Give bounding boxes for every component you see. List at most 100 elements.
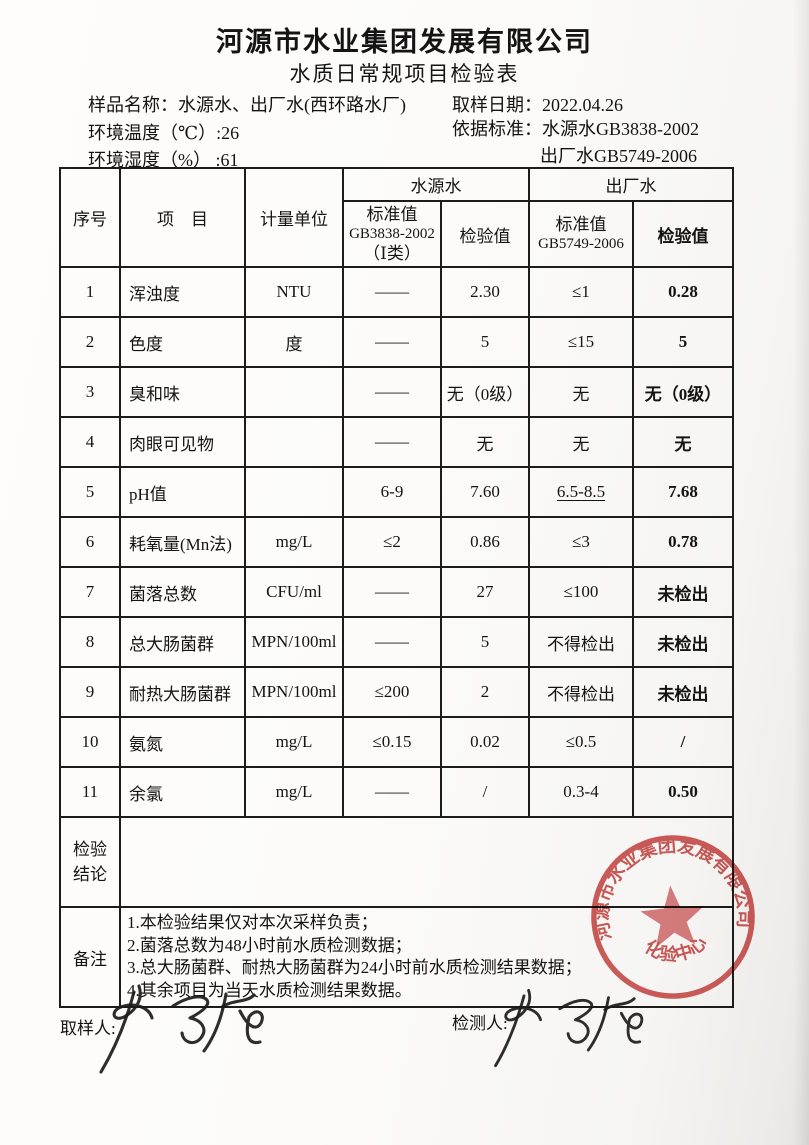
cell-finished-standard: 6.5-8.5 — [528, 466, 634, 518]
table-row: 5 pH值 6-9 7.60 6.5-8.5 7.68 — [59, 466, 734, 518]
cell-source-value: 5 — [440, 316, 530, 368]
table-row: 9 耐热大肠菌群 MPN/100ml ≤200 2 不得检出 未检出 — [59, 666, 734, 718]
remarks-content: 1.本检验结果仅对本次采样负责； 2.菌落总数为48小时前水质检测数据； 3.总… — [119, 906, 734, 1008]
seal-ring — [591, 835, 755, 999]
table-row: 3 臭和味 —— 无（0级） 无 无（0级） — [59, 366, 734, 418]
cell-no: 11 — [59, 766, 121, 818]
env-humidity: 环境湿度（%） :61 — [88, 150, 239, 170]
remark-line: 4.其余项目为当天水质检测结果数据。 — [127, 980, 412, 1000]
cell-no: 6 — [59, 516, 121, 568]
water-quality-table: 序号 项 目 计量单位 水源水 出厂水 标准值 GB3838-2002 （Ⅰ类）… — [59, 167, 734, 1008]
cell-finished-standard: 0.3-4 — [528, 766, 634, 818]
cell-source-value: 无 — [440, 416, 530, 468]
cell-finished-value: 未检出 — [632, 666, 734, 718]
cell-source-standard: —— — [342, 616, 442, 668]
cell-item: pH值 — [119, 466, 246, 518]
cell-no: 1 — [59, 266, 121, 318]
cell-source-value: 7.60 — [440, 466, 530, 518]
cell-finished-value: 未检出 — [632, 616, 734, 668]
cell-source-standard: —— — [342, 416, 442, 468]
table-row: 10 氨氮 mg/L ≤0.15 0.02 ≤0.5 / — [59, 716, 734, 768]
cell-unit — [244, 366, 344, 418]
cell-source-value: 0.86 — [440, 516, 530, 568]
cell-finished-standard: ≤0.5 — [528, 716, 634, 768]
cell-no: 8 — [59, 616, 121, 668]
cell-no: 5 — [59, 466, 121, 518]
company-seal: 河源市水业集团发展有限公司 化验中心 — [583, 828, 757, 999]
cell-source-standard: ≤200 — [342, 666, 442, 718]
cell-unit: MPN/100ml — [244, 666, 344, 718]
cell-item: 耐热大肠菌群 — [119, 666, 246, 718]
table-header-row: 序号 项 目 计量单位 水源水 出厂水 — [59, 167, 734, 268]
header-item: 项 目 — [119, 167, 246, 268]
seal-center-text: 化验中心 — [640, 930, 712, 968]
cell-source-standard: —— — [342, 366, 442, 418]
cell-finished-value: 7.68 — [632, 466, 734, 518]
cell-item: 色度 — [119, 316, 246, 368]
remarks-label: 备注 — [59, 906, 121, 1008]
cell-item: 总大肠菌群 — [119, 616, 246, 668]
cell-finished-value: 5 — [632, 316, 734, 368]
cell-item: 氨氮 — [119, 716, 246, 768]
table-row: 11 余氯 mg/L —— / 0.3-4 0.50 — [59, 766, 734, 818]
doc-title: 水质日常规项目检验表 — [289, 63, 520, 86]
cell-source-standard: —— — [342, 566, 442, 618]
cell-item: 菌落总数 — [119, 566, 246, 618]
cell-source-standard: ≤2 — [342, 516, 442, 568]
cell-no: 4 — [59, 416, 121, 468]
header-test-value-finished: 检验值 — [632, 200, 734, 268]
cell-source-value: 2 — [440, 666, 530, 718]
cell-source-standard: —— — [342, 316, 442, 368]
header-group-finished: 出厂水 — [528, 167, 734, 202]
cell-no: 2 — [59, 316, 121, 368]
cell-source-value: 2.30 — [440, 266, 530, 318]
cell-finished-value: 无（0级） — [632, 366, 734, 418]
cell-source-standard: 6-9 — [342, 466, 442, 518]
cell-source-value: 0.02 — [440, 716, 530, 768]
header-source-standard: 标准值 GB3838-2002 （Ⅰ类） — [342, 200, 442, 268]
env-temperature: 环境温度（℃）:26 — [88, 123, 240, 143]
cell-source-standard: —— — [342, 266, 442, 318]
header-unit: 计量单位 — [244, 167, 344, 268]
cell-item: 臭和味 — [119, 366, 246, 418]
company-title: 河源市水业集团发展有限公司 — [216, 27, 593, 57]
remarks-row: 备注 1.本检验结果仅对本次采样负责； 2.菌落总数为48小时前水质检测数据； … — [59, 906, 734, 1008]
cell-no: 7 — [59, 566, 121, 618]
cell-item: 耗氧量(Mn法) — [119, 516, 246, 568]
cell-unit: MPN/100ml — [244, 616, 344, 668]
cell-item: 肉眼可见物 — [119, 416, 246, 468]
cell-finished-standard: ≤1 — [528, 266, 634, 318]
cell-no: 10 — [59, 716, 121, 768]
cell-finished-value: 未检出 — [632, 566, 734, 618]
cell-finished-value: 0.28 — [632, 266, 734, 318]
remark-line: 1.本检验结果仅对本次采样负责； — [127, 913, 378, 932]
header-no: 序号 — [59, 167, 121, 268]
conclusion-row: 检验 结论 — [59, 816, 734, 908]
sampler-label: 取样人: — [60, 1019, 116, 1038]
cell-unit: mg/L — [244, 766, 344, 818]
cell-finished-standard: 无 — [528, 416, 634, 468]
cell-unit: NTU — [244, 266, 344, 318]
cell-finished-standard: ≤3 — [528, 516, 634, 568]
table-row: 6 耗氧量(Mn法) mg/L ≤2 0.86 ≤3 0.78 — [59, 516, 734, 568]
table-row: 2 色度 度 —— 5 ≤15 5 — [59, 316, 734, 368]
cell-source-value: 5 — [440, 616, 530, 668]
cell-item: 浑浊度 — [119, 266, 246, 318]
cell-no: 3 — [59, 366, 121, 418]
cell-finished-standard: 不得检出 — [528, 666, 634, 718]
table-row: 8 总大肠菌群 MPN/100ml —— 5 不得检出 未检出 — [59, 616, 734, 668]
cell-source-standard: ≤0.15 — [342, 716, 442, 768]
cell-no: 9 — [59, 666, 121, 718]
scan-edge-shadow — [793, 0, 809, 1145]
cell-finished-value: 无 — [632, 416, 734, 468]
standard-reference-source: 依据标准：水源水GB3838-2002 — [452, 119, 699, 139]
cell-unit: mg/L — [244, 716, 344, 768]
conclusion-label: 检验 结论 — [59, 816, 121, 908]
table-row: 4 肉眼可见物 —— 无 无 无 — [59, 416, 734, 468]
sampler-signature — [99, 984, 264, 1074]
cell-source-value: 无（0级） — [440, 366, 530, 418]
tester-signature — [494, 988, 644, 1068]
tester-label: 检测人: — [452, 1014, 508, 1033]
cell-unit — [244, 466, 344, 518]
